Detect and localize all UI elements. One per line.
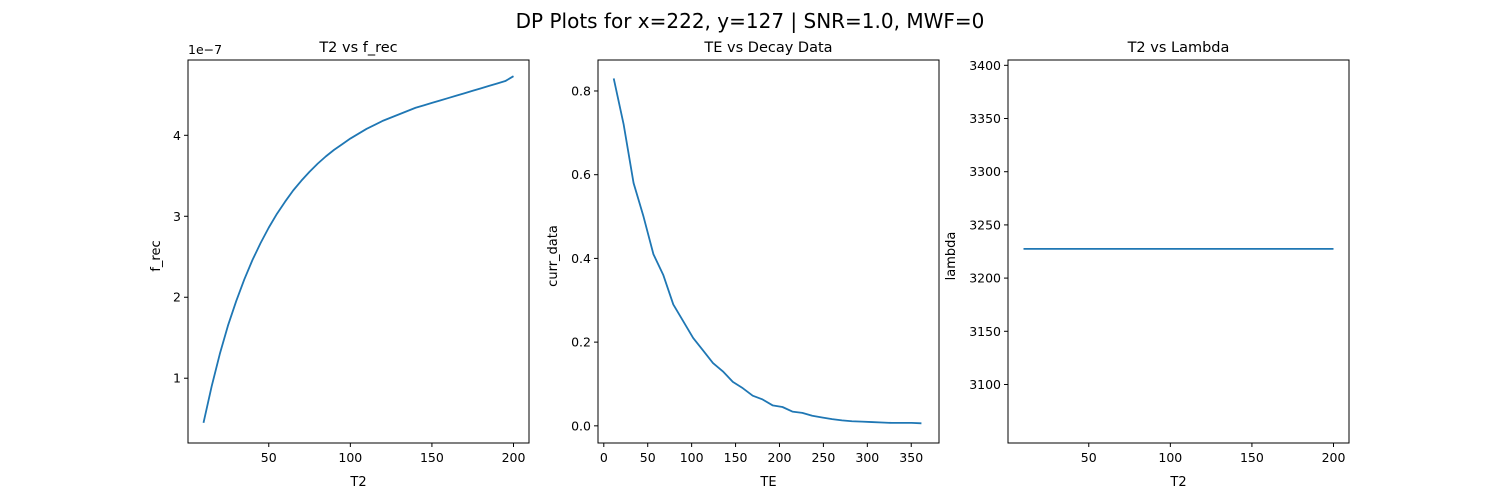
y-tick-label: 3200: [969, 271, 1001, 286]
x-tick-label: 250: [811, 450, 835, 465]
axes-frame: [187, 59, 530, 444]
x-tick-label: 150: [1240, 450, 1264, 465]
y-tick-label: 4: [173, 128, 181, 143]
y-tick-label: 3300: [969, 164, 1001, 179]
x-axis-label: T2: [1169, 475, 1186, 490]
x-tick-label: 50: [1081, 450, 1097, 465]
y-tick-label: 2: [173, 290, 181, 305]
x-tick-label: 0: [600, 450, 608, 465]
x-tick-label: 100: [338, 450, 362, 465]
axes-frame: [597, 59, 940, 444]
panel-title: T2 vs f_rec: [318, 40, 397, 56]
axes-frame: [1007, 59, 1350, 444]
x-tick-label: 50: [261, 450, 277, 465]
y-axis-label: lambda: [944, 232, 959, 281]
series-line: [202, 75, 514, 423]
x-tick-label: 100: [680, 450, 704, 465]
y-tick-label: 3250: [969, 217, 1001, 232]
x-tick-label: 200: [1322, 450, 1346, 465]
chart-panel-decay-data: TE vs Decay Data TE curr_data 0 50 100 150 2…: [546, 40, 940, 490]
y-tick-label: 1: [173, 371, 181, 386]
y-tick-label: 3100: [969, 377, 1001, 392]
x-tick-label: 50: [640, 450, 656, 465]
y-tick-label: 0.8: [571, 83, 591, 98]
y-axis-label: f_rec: [149, 240, 164, 271]
x-axis-label: TE: [759, 475, 776, 490]
y-tick-label: 0.2: [571, 335, 591, 350]
y-tick-label: 3350: [969, 111, 1001, 126]
figure-suptitle: DP Plots for x=222, y=127 | SNR=1.0, MWF…: [516, 9, 985, 33]
y-tick-label: 3400: [969, 58, 1001, 73]
y-tick-label: 3150: [969, 324, 1001, 339]
x-tick-label: 300: [855, 450, 879, 465]
chart-panel-lambda: T2 vs Lambda T2 lambda 50 100 150 200 3100 31…: [944, 40, 1350, 490]
x-tick-label: 200: [768, 450, 792, 465]
y-tick-label: 0.6: [571, 167, 591, 182]
y-axis-label: curr_data: [546, 225, 561, 287]
x-tick-label: 150: [420, 450, 444, 465]
y-tick-label: 3: [173, 209, 181, 224]
x-tick-label: 350: [899, 450, 923, 465]
x-axis-label: T2: [349, 475, 366, 490]
panel-title: T2 vs Lambda: [1127, 40, 1230, 56]
chart-panel-f-rec: T2 vs f_rec T2 f_rec 1e−7 50 100 150 200 1 2 3…: [149, 40, 530, 490]
x-tick-label: 100: [1158, 450, 1182, 465]
y-offset-label: 1e−7: [188, 42, 222, 57]
y-tick-label: 0.4: [571, 251, 591, 266]
x-tick-label: 150: [724, 450, 748, 465]
panel-title: TE vs Decay Data: [703, 40, 832, 56]
series-line: [612, 78, 922, 425]
x-tick-label: 200: [502, 450, 526, 465]
y-tick-label: 0.0: [571, 418, 591, 433]
